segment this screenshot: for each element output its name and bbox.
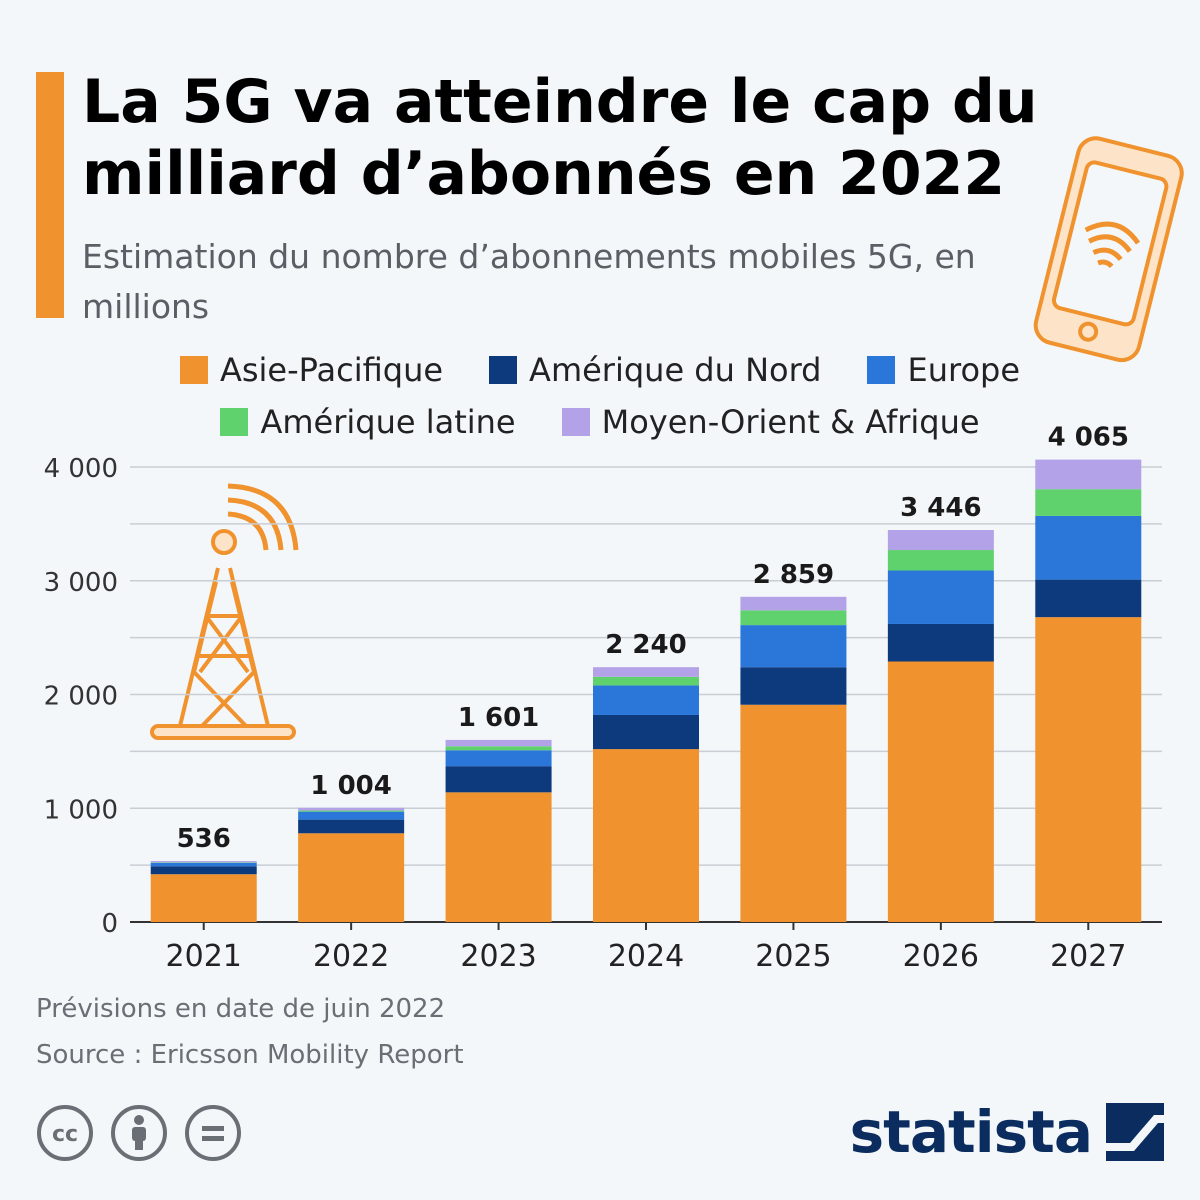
legend-label-middle-east-africa: Moyen-Orient & Afrique <box>601 403 980 441</box>
bar-segment-3 <box>887 550 994 571</box>
bar-segment-1 <box>445 766 552 793</box>
bar-segment-1 <box>740 667 847 705</box>
bar-segment-2 <box>1035 515 1142 580</box>
bar-segment-4 <box>1035 459 1142 490</box>
chart-legend: Asie-Pacifique Amérique du Nord Europe A… <box>120 344 1080 448</box>
license-icons: cc <box>36 1104 242 1162</box>
bar-segment-0 <box>740 704 847 922</box>
bar-segment-4 <box>445 739 552 747</box>
bar-total-label: 1 601 <box>458 703 539 733</box>
x-tick-label: 2023 <box>460 939 536 974</box>
bar-total-label: 536 <box>177 824 231 854</box>
bar-segment-3 <box>593 676 699 686</box>
bar-segment-2 <box>150 862 257 867</box>
statista-logo-icon <box>1106 1103 1164 1161</box>
source-note: Source : Ericsson Mobility Report <box>36 1040 464 1070</box>
bar-segment-0 <box>150 874 257 922</box>
creative-commons-icon[interactable]: cc <box>36 1104 94 1162</box>
x-tick-label: 2022 <box>313 939 389 974</box>
brand-wordmark: statista <box>849 1098 1093 1166</box>
bar-segment-1 <box>593 714 699 750</box>
bar-segment-2 <box>887 570 994 624</box>
bar-segment-0 <box>298 833 405 922</box>
bar-segment-0 <box>593 749 699 922</box>
bar-segment-0 <box>1035 617 1142 922</box>
legend-item-asia-pacific: Asie-Pacifique <box>179 351 444 389</box>
bar-segment-1 <box>1035 579 1142 618</box>
legend-item-latin-america: Amérique latine <box>220 403 516 441</box>
bar-segment-2 <box>593 685 699 715</box>
cell-tower-icon <box>150 483 299 740</box>
bar-total-label: 1 004 <box>310 771 391 801</box>
bar-segment-2 <box>740 625 847 668</box>
bar-segment-2 <box>445 750 552 767</box>
forecast-note: Prévisions en date de juin 2022 <box>36 994 446 1024</box>
bar-total-label: 3 446 <box>900 493 981 523</box>
x-tick-label: 2026 <box>903 939 979 974</box>
legend-swatch-middle-east-africa <box>561 408 590 436</box>
legend-label-latin-america: Amérique latine <box>260 403 516 441</box>
y-tick-label: 0 <box>101 909 118 939</box>
bar-segment-0 <box>887 661 994 922</box>
bar-total-label: 4 065 <box>1048 423 1129 453</box>
footer: Prévisions en date de juin 2022 Source :… <box>36 986 464 1078</box>
attribution-icon[interactable] <box>110 1104 168 1162</box>
bar-segment-3 <box>1035 489 1142 516</box>
bar-segment-4 <box>593 667 699 677</box>
y-tick-label: 3 000 <box>44 568 118 598</box>
x-tick-label: 2024 <box>608 939 684 974</box>
bar-segment-4 <box>740 596 847 611</box>
x-tick-label: 2027 <box>1050 939 1126 974</box>
legend-swatch-europe <box>867 356 896 384</box>
bar-segment-4 <box>150 861 257 863</box>
legend-item-europe: Europe <box>867 351 1020 389</box>
legend-swatch-north-america <box>489 356 518 384</box>
legend-swatch-latin-america <box>220 408 249 436</box>
legend-label-north-america: Amérique du Nord <box>529 351 822 389</box>
legend-item-north-america: Amérique du Nord <box>489 351 821 389</box>
legend-label-asia-pacific: Asie-Pacifique <box>219 351 444 389</box>
bar-segment-1 <box>298 819 405 834</box>
bar-segment-1 <box>150 866 257 875</box>
bar-segment-3 <box>740 610 847 626</box>
x-tick-label: 2025 <box>755 939 831 974</box>
bar-segment-1 <box>887 623 994 662</box>
bar-segment-4 <box>298 807 405 811</box>
stacked-bar-chart: 0 1 000 2 000 3 000 4 000 536 2021 1 004 2022 1 6… <box>44 423 1162 974</box>
legend-item-middle-east-africa: Moyen-Orient & Afrique <box>561 403 980 441</box>
svg-text:cc: cc <box>52 1122 78 1147</box>
bar-segment-4 <box>887 530 994 551</box>
y-tick-label: 4 000 <box>44 454 118 484</box>
smartphone-wifi-icon <box>1033 136 1184 363</box>
legend-swatch-asia-pacific <box>179 356 208 384</box>
x-tick-label: 2021 <box>166 939 242 974</box>
page-title: La 5G va atteindre le cap du milliard d’… <box>82 67 1038 209</box>
bar-segment-3 <box>445 746 552 751</box>
no-derivatives-icon[interactable] <box>184 1104 242 1162</box>
bar-segment-3 <box>298 810 405 812</box>
y-tick-label: 1 000 <box>44 795 118 825</box>
accent-bar <box>36 72 64 318</box>
page-subtitle: Estimation du nombre d’abonnements mobil… <box>82 237 976 326</box>
statista-brand[interactable]: statista <box>850 1098 1164 1166</box>
bar-total-label: 2 240 <box>605 630 686 660</box>
legend-label-europe: Europe <box>907 351 1021 389</box>
y-tick-label: 2 000 <box>44 682 118 712</box>
bar-total-label: 2 859 <box>753 560 834 590</box>
bar-segment-2 <box>298 811 405 820</box>
bar-segment-0 <box>445 792 552 922</box>
